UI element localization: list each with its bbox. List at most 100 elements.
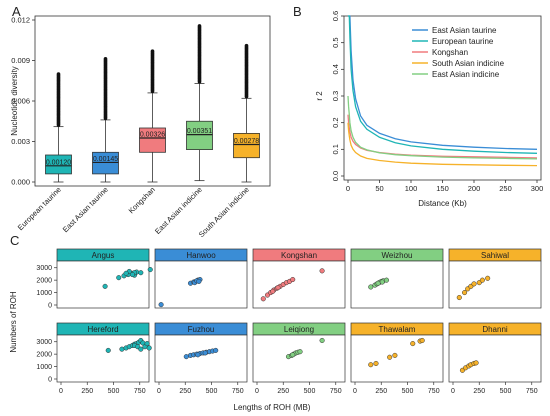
facet-dhanni: Dhanni 0 250 500 750: [448, 322, 542, 395]
facet-scatter-point: [119, 346, 125, 352]
ld-y-tick-label: 0.4: [331, 64, 340, 74]
ld-y-tick-label: 0.2: [331, 117, 340, 127]
box-median-label: 0.00326: [140, 131, 165, 138]
ld-y-tick-label: 0.5: [331, 37, 340, 47]
box-outlier-point: [197, 24, 202, 28]
box-group: 0.00120: [45, 72, 72, 183]
facet-y-tick-label: 3000: [36, 339, 52, 346]
ld-y-tick-label: 0.1: [331, 144, 340, 154]
ld-legend-label: Kongshan: [432, 48, 468, 57]
ld-x-tick-label: 0: [346, 184, 350, 193]
facet-strip-label: Sahiwal: [481, 251, 509, 260]
facet-fuzhou: Fuzhou 0 250 500 750: [154, 322, 248, 395]
boxplot-category-label: European taurine: [16, 185, 63, 232]
facet-x-tick-label: 0: [157, 388, 161, 395]
facet-y-tick-label: 3000: [36, 265, 52, 272]
box-body: [45, 154, 72, 175]
boxplot-y-tick-label: 0.000: [11, 178, 30, 187]
facet-scatter-point: [319, 268, 325, 274]
facet-plot-frame: [448, 334, 542, 383]
facet-scatter-point: [270, 288, 276, 294]
facet-scatter-point: [471, 281, 477, 287]
ld-x-axis-label: Distance (Kb): [418, 199, 467, 208]
ld-x-tick-label: 250: [499, 184, 512, 193]
facet-x-tick-label: 500: [206, 388, 218, 395]
facet-scatter-point: [379, 279, 385, 285]
facet-scatter-point: [473, 360, 479, 366]
facet-x-tick-label: 250: [277, 388, 289, 395]
ld-series-line: [347, 95, 538, 160]
facet-leiqiong: Leiqiong 0 250 500 750: [252, 322, 346, 395]
facet-x-tick-label: 750: [428, 388, 440, 395]
scatter-y-axis-label: Numbers of ROH: [9, 291, 18, 353]
facet-y-tick-label: 2000: [36, 352, 52, 359]
facet-plot-frame: [448, 260, 542, 309]
boxplot-category-label: East Asian taurine: [61, 185, 110, 234]
box-median-label: 0.00120: [46, 159, 71, 166]
ld-y-tick-label: 0.6: [331, 11, 340, 21]
facet-plot-frame: [350, 260, 444, 309]
facet-scatter-point: [485, 275, 491, 281]
boxplot-category-label: South Asian indicine: [197, 185, 251, 239]
facet-x-tick-label: 750: [134, 388, 146, 395]
facet-plot-frame: [350, 334, 444, 383]
ld-legend-label: European taurine: [432, 37, 494, 46]
roh-scatter-panel: Angus 0 1000 2000 3000 Hanwoo Kongshan Weizhou S…: [9, 248, 542, 412]
facet-thawalam: Thawalam 0 250 500 750: [350, 322, 444, 395]
box-group: 0.00278: [233, 43, 260, 183]
facet-x-tick-label: 750: [330, 388, 342, 395]
facet-scatter-point: [138, 270, 144, 276]
facet-x-tick-label: 250: [179, 388, 191, 395]
facet-x-tick-label: 250: [375, 388, 387, 395]
facet-y-tick-label: 0: [48, 377, 52, 384]
facet-scatter-point: [275, 285, 281, 291]
facet-strip-label: Kongshan: [281, 251, 317, 260]
box-outlier-point: [56, 72, 61, 76]
facet-scatter-point: [387, 354, 393, 360]
ld-x-tick-label: 300: [531, 184, 544, 193]
facet-x-tick-label: 750: [526, 388, 538, 395]
facet-scatter-point: [196, 278, 202, 284]
facet-y-tick-label: 2000: [36, 278, 52, 285]
box-body: [233, 132, 260, 159]
facet-strip-label: Weizhou: [382, 251, 413, 260]
facet-hereford: Hereford 0 1000 2000 3000 0 250 500 750: [36, 322, 152, 395]
facet-scatter-point: [102, 283, 108, 289]
facet-strip-label: Angus: [92, 251, 115, 260]
facet-scatter-point: [123, 270, 129, 276]
facet-hanwoo: Hanwoo: [154, 248, 248, 309]
boxplot-category-label: Kongshan: [127, 185, 157, 215]
facet-y-tick-label: 0: [48, 303, 52, 310]
ld-x-tick-label: 150: [436, 184, 449, 193]
ld-series-line: [348, 15, 538, 150]
facet-plot-frame: [154, 334, 248, 383]
facet-scatter-point: [116, 275, 122, 281]
ld-series-line: [348, 15, 538, 154]
facet-scatter-point: [479, 277, 485, 283]
ld-x-tick-label: 200: [468, 184, 481, 193]
box-outlier-point: [103, 56, 108, 61]
facet-plot-frame: [56, 260, 150, 309]
facet-scatter-point: [368, 284, 374, 290]
facet-scatter-point: [410, 341, 416, 347]
ld-y-tick-label: 0.0: [331, 171, 340, 181]
facet-x-tick-label: 500: [402, 388, 414, 395]
facet-weizhou: Weizhou: [350, 248, 444, 309]
facet-x-tick-label: 0: [255, 388, 259, 395]
facet-scatter-point: [183, 354, 189, 360]
facet-strip-label: Dhanni: [482, 325, 508, 334]
facet-scatter-point: [290, 276, 296, 283]
box-group: 0.00145: [92, 56, 119, 183]
facet-scatter-point: [138, 346, 144, 352]
box-group: 0.00351: [186, 24, 213, 182]
facet-scatter-point: [158, 302, 164, 308]
ld-y-tick-label: 0.3: [331, 91, 340, 101]
box-body: [92, 151, 119, 175]
facet-plot-frame: [252, 260, 346, 309]
facet-x-tick-label: 0: [353, 388, 357, 395]
ld-legend-label: East Asian indicine: [432, 70, 500, 79]
facet-x-tick-label: 750: [232, 388, 244, 395]
ld-x-tick-label: 100: [405, 184, 418, 193]
facet-plot-frame: [154, 260, 248, 309]
facet-scatter-point: [297, 349, 303, 355]
